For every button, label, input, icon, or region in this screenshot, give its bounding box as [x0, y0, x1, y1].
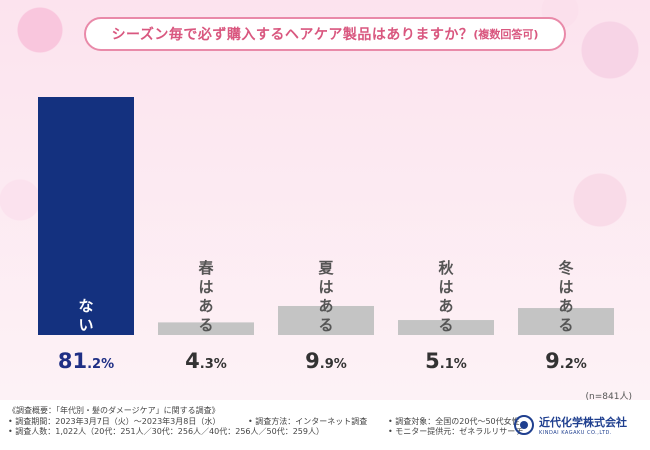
survey-note-heading: 《調査概要：「年代別・髪のダメージケア」に関する調査》	[8, 406, 220, 415]
value-label-3: 9.9%	[305, 349, 347, 373]
company-name-jp: 近代化学株式会社	[539, 416, 627, 429]
value-label-2: 4.3%	[185, 349, 227, 373]
question-title: シーズン毎で必ず購入するヘアケア製品はありますか？	[111, 27, 474, 43]
bar-5	[518, 308, 614, 335]
survey-note-row: • 調査期間：2023年3月7日（火）～2023年3月8日（水） • 調査方法：…	[8, 417, 523, 428]
survey-count: • 調査人数：1,022人（20代：251人／30代：256人／40代：256人…	[8, 427, 324, 436]
question-title-box: シーズン毎で必ず購入するヘアケア製品はありますか？ (複数回答可)	[84, 17, 566, 51]
category-label-3: 夏はある	[317, 259, 334, 334]
question-subtitle: (複数回答可)	[473, 28, 539, 41]
category-label-4: 秋はある	[438, 259, 454, 334]
category-label-2: 春はある	[198, 259, 213, 334]
value-label-5: 9.2%	[545, 349, 587, 373]
survey-period: • 調査期間：2023年3月7日（火）～2023年3月8日（水）	[8, 416, 221, 426]
category-label-1: ない	[78, 297, 93, 334]
bar-2	[158, 322, 254, 335]
category-label-5: 冬はある	[558, 259, 573, 334]
value-label-4: 5.1%	[425, 349, 467, 373]
company-logo-mark	[514, 415, 534, 435]
bar-chart: ない 81.2% 春はある 4.3% 夏はある 9.9% 秋はある 5.1% 冬はある 9.2%	[38, 97, 614, 373]
survey-method: • 調査方法：インターネット調査	[248, 416, 368, 426]
bar-1	[38, 97, 134, 335]
company-logo-text: 近代化学株式会社 KINDAI KAGAKU CO.,LTD.	[539, 414, 627, 436]
survey-note-row: 《調査概要：「年代別・髪のダメージケア」に関する調査》	[8, 406, 523, 417]
survey-note-row: • 調査人数：1,022人（20代：251人／30代：256人／40代：256人…	[8, 427, 523, 438]
survey-target: • 調査対象：全国の20代～50代女性	[388, 416, 520, 426]
company-logo: 近代化学株式会社 KINDAI KAGAKU CO.,LTD.	[514, 414, 627, 436]
bar-4	[398, 320, 494, 335]
survey-notes: 《調査概要：「年代別・髪のダメージケア」に関する調査》 • 調査期間：2023年…	[8, 406, 523, 438]
company-name-en: KINDAI KAGAKU CO.,LTD.	[539, 430, 612, 436]
bar-3	[278, 305, 374, 335]
footer: 《調査概要：「年代別・髪のダメージケア」に関する調査》 • 調査期間：2023年…	[0, 400, 650, 450]
survey-provider: • モニター提供元：ゼネラルリサーチ	[388, 427, 524, 436]
value-label-1: 81.2%	[58, 349, 114, 373]
sample-size-label: (n=841人)	[585, 392, 632, 402]
